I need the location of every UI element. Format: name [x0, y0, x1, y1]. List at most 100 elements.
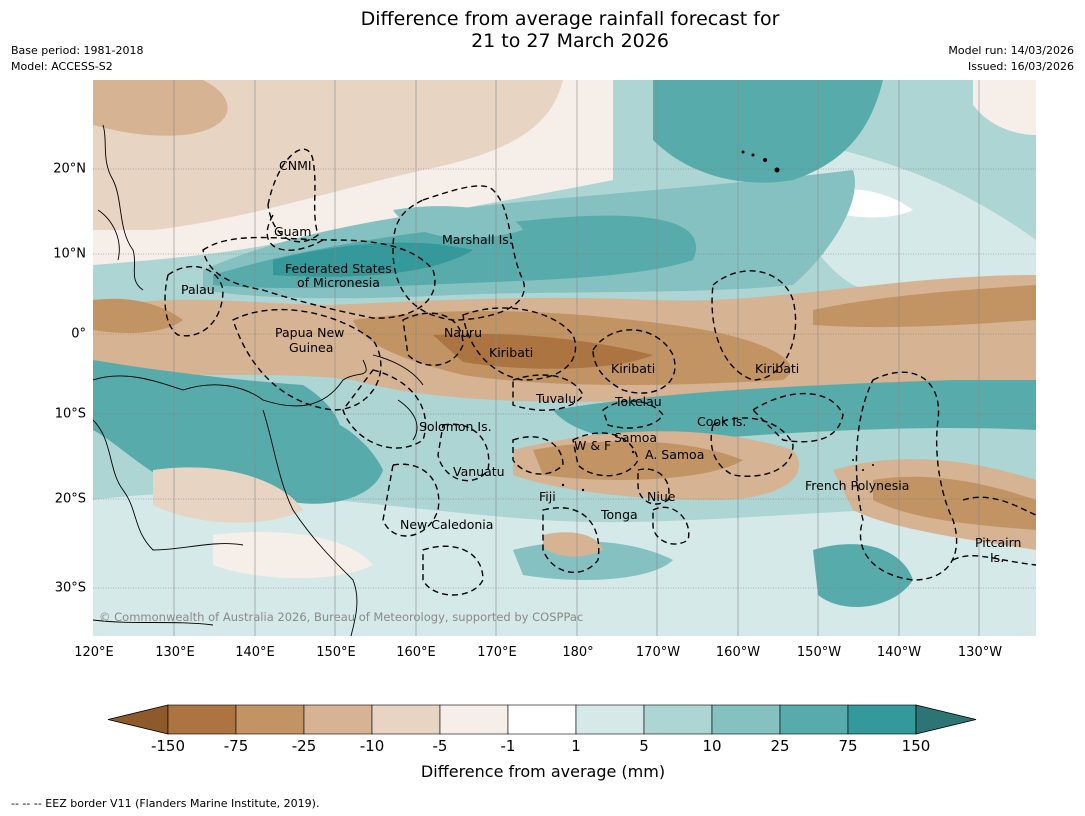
- north-west-dry-core: [93, 80, 228, 136]
- colorbar-tick-label: -1: [500, 737, 516, 755]
- colorbar-tick-label: 5: [639, 737, 649, 755]
- x-tick-130e: 130°E: [155, 645, 195, 660]
- islands: [561, 150, 874, 492]
- label-tuvalu: Tuvalu: [535, 391, 576, 406]
- colorbar-tick-label: 150: [901, 737, 931, 755]
- colorbar-cell: [643, 704, 713, 735]
- south-east-dry-core: [873, 476, 1036, 530]
- south-small-dry: [543, 532, 603, 557]
- label-kiribati-east: Kiribati: [755, 361, 799, 376]
- chart-title: Difference from average rainfall forecas…: [0, 8, 1085, 52]
- label-solomon-is: Solomon Is.: [419, 419, 492, 434]
- australia-light-patch: [213, 531, 373, 579]
- south-dry-core: [533, 441, 743, 480]
- label-cook-is: Cook Is.: [697, 414, 746, 429]
- colorbar-tick-label: 75: [838, 737, 858, 755]
- colorbar-cell: [167, 704, 237, 735]
- north-wet-spur: [393, 206, 523, 239]
- y-tick-0: 0°: [71, 326, 86, 342]
- south-east-wet-patch: [813, 544, 913, 607]
- issued-date: Issued: 16/03/2026: [967, 60, 1074, 73]
- colorbar-cell: [779, 704, 849, 735]
- copyright-notice: © Commonwealth of Australia 2026, Bureau…: [99, 610, 583, 624]
- title-line-1: Difference from average rainfall forecas…: [360, 8, 780, 30]
- meta-left: Base period: 1981-2018 Model: ACCESS-S2: [11, 43, 143, 75]
- label-fiji: Fiji: [539, 489, 556, 504]
- label-french-polynesia: French Polynesia: [805, 478, 909, 493]
- colorbar-tick-label: -5: [432, 737, 448, 755]
- rainfall-map: CNMI Guam Marshall Is. Federated States …: [93, 80, 1036, 636]
- label-fsm-1: Federated States: [285, 261, 392, 276]
- label-samoa: Samoa: [614, 430, 657, 445]
- colorbar-high-arrow: [915, 704, 977, 735]
- colorbar-cell: [847, 704, 917, 735]
- colorbar-cell: [235, 704, 305, 735]
- label-new-caledonia: New Caledonia: [400, 517, 493, 532]
- colorbar-cell: [711, 704, 781, 735]
- colorbar-tick-label: 10: [702, 737, 722, 755]
- coral-sea-wet: [249, 408, 383, 504]
- x-tick-150e: 150°E: [316, 645, 356, 660]
- label-marshall-is: Marshall Is.: [442, 232, 513, 247]
- colorbar-tick-label: -75: [223, 737, 249, 755]
- model-run: Model run: 14/03/2026: [948, 44, 1074, 57]
- label-wallis-futuna: W & F: [574, 438, 611, 453]
- label-png-2: Guinea: [289, 340, 333, 355]
- north-east-corner: [973, 80, 1036, 135]
- north-wet-peak: [273, 242, 473, 277]
- x-tick-160e: 160°E: [396, 645, 436, 660]
- label-tokelau: Tokelau: [614, 394, 662, 409]
- colorbar-cell: [507, 704, 577, 735]
- place-labels: CNMI Guam Marshall Is. Federated States …: [181, 158, 1021, 565]
- label-cnmi: CNMI: [279, 158, 312, 173]
- eez-footnote: -- -- -- EEZ border V11 (Flanders Marine…: [11, 797, 320, 810]
- y-tick-20n: 20°N: [53, 161, 86, 177]
- map-canvas: CNMI Guam Marshall Is. Federated States …: [93, 80, 1036, 636]
- x-tick-140e: 140°E: [235, 645, 275, 660]
- y-tick-30s: 30°S: [54, 580, 86, 596]
- south-pacific-wet-band: [553, 380, 1036, 442]
- eez-borders: [164, 148, 1036, 596]
- x-tick-170e: 170°E: [477, 645, 517, 660]
- colorbar-cell: [439, 704, 509, 735]
- colorbar-tick-label: 25: [770, 737, 790, 755]
- colorbar-cells: [107, 704, 977, 735]
- equatorial-dry-peak: [433, 333, 653, 369]
- label-nauru: Nauru: [444, 325, 482, 340]
- label-tonga: Tonga: [600, 507, 638, 522]
- colorbar: [107, 704, 977, 735]
- colorbar-title: Difference from average (mm): [420, 762, 666, 781]
- coastlines: [93, 124, 424, 636]
- label-pitcairn-1: Pitcairn: [975, 535, 1021, 550]
- colorbar-cell: [371, 704, 441, 735]
- x-tick-180: 180°: [562, 645, 594, 660]
- colorbar-low-arrow: [107, 704, 169, 735]
- colorbar-tick-label: -10: [359, 737, 385, 755]
- north-central-wet: [653, 80, 883, 183]
- x-tick-130w: 130°W: [957, 645, 1003, 660]
- label-png-1: Papua New: [275, 325, 344, 340]
- x-tick-160w: 160°W: [715, 645, 761, 660]
- label-niue: Niue: [647, 489, 676, 504]
- label-guam: Guam: [274, 224, 311, 239]
- colorbar-cell: [575, 704, 645, 735]
- y-tick-20s: 20°S: [54, 491, 86, 507]
- x-tick-140w: 140°W: [876, 645, 922, 660]
- australia-dry-patch: [153, 467, 303, 523]
- label-kiribati-west: Kiribati: [489, 345, 533, 360]
- label-vanuatu: Vanuatu: [453, 464, 505, 479]
- label-pitcairn-2: Is.: [990, 550, 1004, 565]
- label-palau: Palau: [181, 282, 215, 297]
- base-period: Base period: 1981-2018: [11, 44, 144, 57]
- y-tick-10s: 10°S: [54, 406, 86, 422]
- label-american-samoa: A. Samoa: [645, 447, 704, 462]
- y-tick-10n: 10°N: [53, 246, 86, 262]
- colorbar-tick-label: 1: [571, 737, 581, 755]
- label-fsm-2: of Micronesia: [297, 275, 380, 290]
- label-kiribati-central: Kiribati: [611, 361, 655, 376]
- graticule: [93, 168, 1036, 589]
- meridians: [173, 80, 980, 636]
- title-line-2: 21 to 27 March 2026: [471, 30, 669, 52]
- colorbar-cell: [303, 704, 373, 735]
- x-tick-150w: 150°W: [796, 645, 842, 660]
